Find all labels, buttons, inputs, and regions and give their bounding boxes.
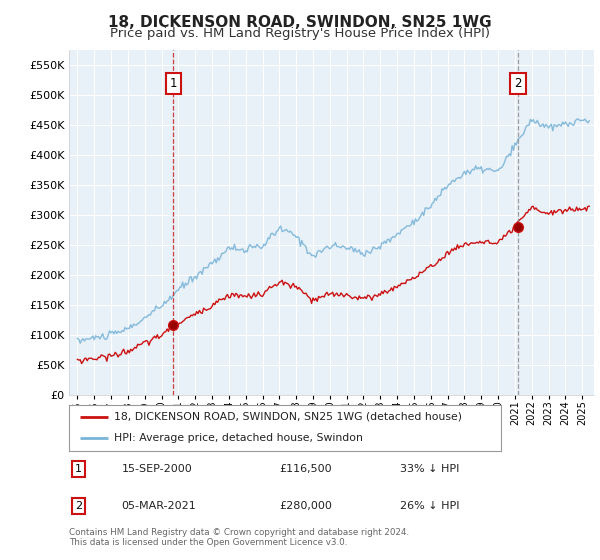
Text: 05-MAR-2021: 05-MAR-2021 (121, 501, 196, 511)
Text: 2: 2 (514, 77, 521, 90)
Text: 1: 1 (170, 77, 177, 90)
Text: Contains HM Land Registry data © Crown copyright and database right 2024.
This d: Contains HM Land Registry data © Crown c… (69, 528, 409, 547)
Text: £116,500: £116,500 (279, 464, 332, 474)
Text: 18, DICKENSON ROAD, SWINDON, SN25 1WG: 18, DICKENSON ROAD, SWINDON, SN25 1WG (108, 15, 492, 30)
Text: HPI: Average price, detached house, Swindon: HPI: Average price, detached house, Swin… (115, 433, 363, 443)
Text: 33% ↓ HPI: 33% ↓ HPI (400, 464, 459, 474)
Text: 1: 1 (75, 464, 82, 474)
Text: 18, DICKENSON ROAD, SWINDON, SN25 1WG (detached house): 18, DICKENSON ROAD, SWINDON, SN25 1WG (d… (115, 412, 463, 422)
Text: 2: 2 (75, 501, 82, 511)
Text: 26% ↓ HPI: 26% ↓ HPI (400, 501, 459, 511)
Text: £280,000: £280,000 (279, 501, 332, 511)
Text: Price paid vs. HM Land Registry's House Price Index (HPI): Price paid vs. HM Land Registry's House … (110, 27, 490, 40)
Text: 15-SEP-2000: 15-SEP-2000 (121, 464, 192, 474)
